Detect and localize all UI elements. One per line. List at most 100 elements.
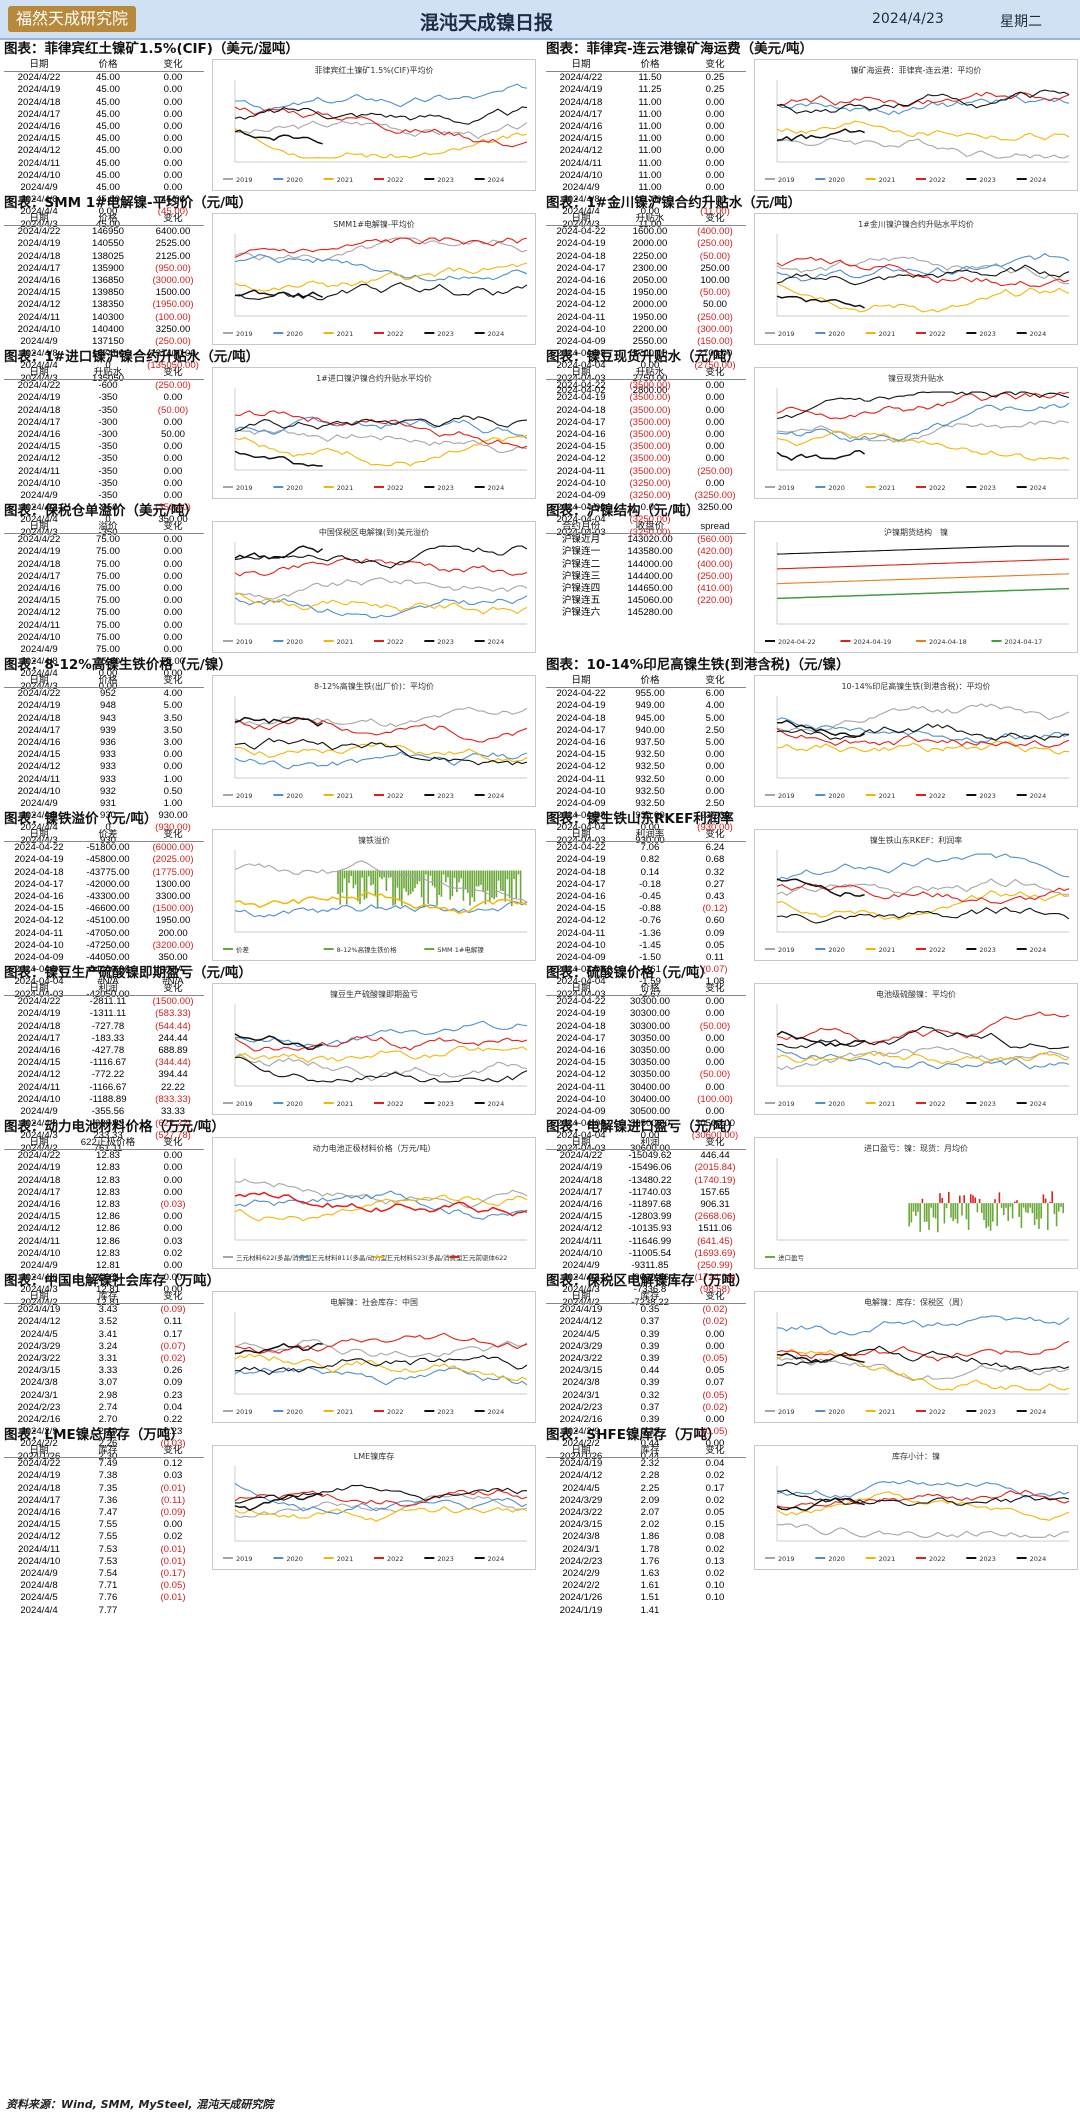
table-row: 2024/4/17 -300 0.00 bbox=[4, 417, 204, 429]
table-cell: 0.00 bbox=[163, 181, 183, 193]
table-cell: 2024/4/9 bbox=[20, 1105, 58, 1117]
chart-series-line bbox=[776, 878, 1070, 897]
chart-series-line bbox=[776, 128, 865, 142]
table-cell: 2024-04-04 bbox=[556, 360, 606, 372]
table-header: 收盘价 bbox=[616, 521, 684, 535]
table-row: 2024/4/16 -11897.68 906.31 bbox=[546, 1199, 746, 1211]
table-cell: 0.00 bbox=[705, 1008, 725, 1020]
table-cell: (135050.00) bbox=[147, 360, 199, 372]
table-row: 2024/4/11 -11646.99 (641.45) bbox=[546, 1236, 746, 1248]
table-row: 2024/4/16 136850 (3000.00) bbox=[4, 275, 204, 287]
table-row: 沪镍近月 143020.00 (560.00) bbox=[546, 534, 746, 547]
table-cell: -11740.03 bbox=[628, 1186, 672, 1198]
table-header: 变化 bbox=[142, 829, 204, 843]
table-row: 2024/4/18 943 3.50 bbox=[4, 713, 204, 725]
chart-bar bbox=[447, 870, 449, 878]
chart-bar bbox=[934, 1203, 937, 1219]
legend-label: 2024-04-17 bbox=[1005, 638, 1043, 646]
table-cell: -350 bbox=[98, 392, 118, 404]
table-cell: (2750.00) bbox=[694, 360, 736, 372]
table-cell: 11.00 bbox=[638, 145, 662, 157]
table-cell: 2024/4/3 bbox=[20, 1284, 58, 1296]
table-cell: 3.07 bbox=[98, 1377, 118, 1389]
table-row: 2024-04-10 30400.00 (100.00) bbox=[546, 1094, 746, 1106]
table-row: 2024/3/1 1.78 0.02 bbox=[546, 1544, 746, 1556]
table-cell: 2024-04-17 bbox=[556, 1032, 606, 1044]
table-row: 2024/4/15 7.55 0.00 bbox=[4, 1519, 204, 1531]
line-chart: 电解镍：社会库存：中国 2019 2020 2021 2022 2023 2024 bbox=[212, 1291, 536, 1423]
legend-label: 2023 bbox=[437, 792, 454, 800]
table-cell: 0.25 bbox=[705, 84, 725, 96]
table-cell: 2024-04-04 bbox=[14, 976, 64, 988]
table-cell: 2024/4/19 bbox=[17, 1470, 61, 1482]
chart-series-line bbox=[776, 1348, 1070, 1391]
table-cell: (527.78) bbox=[155, 1130, 191, 1142]
table-cell: 30350.00 bbox=[629, 1045, 670, 1057]
table-cell: 12.83 bbox=[95, 1174, 120, 1186]
table-row: 2024/4/8 -350 (350.00) bbox=[4, 502, 204, 514]
table-cell: 2.25 bbox=[640, 1482, 660, 1494]
chart-series-line bbox=[234, 254, 528, 282]
table-cell: 2024/4/10 bbox=[17, 631, 61, 643]
table-cell: 2024-04-15 bbox=[556, 287, 606, 299]
table-cell: -0.18 bbox=[639, 878, 661, 890]
table-cell: (0.11) bbox=[160, 1494, 186, 1506]
chart-bar bbox=[456, 870, 458, 893]
table-cell: 2024/4/15 bbox=[17, 441, 61, 453]
table-cell: 2024/4/12 bbox=[17, 1069, 61, 1081]
line-chart: 10-14%印尼高镍生铁(到港含税)：平均价 2019 2020 2021 2022 20… bbox=[754, 675, 1078, 807]
table-row: 2024/4/18 11.00 0.00 bbox=[546, 97, 746, 109]
table-row: 2024-04-10 -47250.00 (3200.00) bbox=[4, 940, 204, 952]
table-cell: 0.00 bbox=[163, 1272, 183, 1284]
table-cell: 2024/4/10 bbox=[17, 477, 61, 489]
table-cell: 0.00 bbox=[163, 489, 183, 501]
chart-bar bbox=[440, 870, 443, 897]
table-row: 2024/4/12 933 0.00 bbox=[4, 761, 204, 773]
table-cell: 0.00 bbox=[705, 157, 725, 169]
chart-bar bbox=[427, 870, 429, 904]
table-cell: 0.09 bbox=[705, 927, 725, 939]
table-cell: -10135.93 bbox=[628, 1223, 672, 1235]
chart-bar bbox=[471, 870, 473, 898]
table-cell: -0.88 bbox=[639, 903, 661, 915]
table-row: 2024/4/22 7.49 0.12 bbox=[4, 1458, 204, 1471]
table-cell: 2024/4/18 bbox=[17, 96, 61, 108]
table-cell: -45800.00 bbox=[86, 854, 130, 866]
table-cell: 0.00 bbox=[163, 607, 183, 619]
chart-bar bbox=[917, 1203, 919, 1212]
table-row: 2024/4/9 -355.56 33.33 bbox=[4, 1106, 204, 1118]
table-cell: 2024/4/15 bbox=[17, 1211, 61, 1223]
legend-label: 2021 bbox=[337, 638, 354, 646]
chart-bar bbox=[965, 1203, 968, 1220]
legend-label: 2023 bbox=[437, 1555, 454, 1563]
chart-bar bbox=[959, 1195, 961, 1204]
table-row: 2024/4/15 -350 0.00 bbox=[4, 441, 204, 453]
table-row: 2024-04-04 0.00 (930.00) bbox=[546, 822, 746, 834]
table-row: 2024/4/11 45.00 0.00 bbox=[4, 158, 204, 170]
table-cell: 930 bbox=[99, 810, 116, 822]
table-cell: 139850 bbox=[91, 287, 124, 299]
chart-bar bbox=[436, 870, 438, 906]
chart-bar bbox=[401, 870, 403, 906]
table-cell: 11.00 bbox=[638, 169, 662, 181]
table-cell: -1.45 bbox=[639, 939, 661, 951]
table-row: 2024/4/15 12.86 0.00 bbox=[4, 1211, 204, 1223]
table-cell: 50.00 bbox=[702, 299, 727, 311]
table-cell: (50.00) bbox=[699, 1020, 731, 1032]
table-cell: 6.00 bbox=[705, 688, 725, 700]
table-cell: -1.59 bbox=[639, 976, 661, 988]
table-cell: #N/A bbox=[162, 964, 184, 976]
table-row: 2024/3/22 2.07 0.05 bbox=[546, 1507, 746, 1519]
table-cell: 140300 bbox=[91, 311, 124, 323]
chart-series-line bbox=[777, 1489, 1070, 1507]
table-row: 沪镍连五 145060.00 (220.00) bbox=[546, 595, 746, 607]
table-row: 2024-04-09 (3250.00) (3250.00) bbox=[546, 490, 746, 502]
table-row: 2024/4/12 11.00 0.00 bbox=[546, 145, 746, 157]
legend-label: 2019 bbox=[236, 330, 253, 338]
table-row: 2024/4/8 -9060.86 (1724.06) bbox=[546, 1272, 746, 1284]
table-cell: (950.00) bbox=[155, 262, 191, 274]
table-cell: 2024/4/12 bbox=[17, 1316, 61, 1328]
table-cell: 0.39 bbox=[640, 1340, 660, 1352]
table-cell: 2024/4/12 bbox=[17, 607, 61, 619]
chart-bar bbox=[480, 870, 482, 885]
